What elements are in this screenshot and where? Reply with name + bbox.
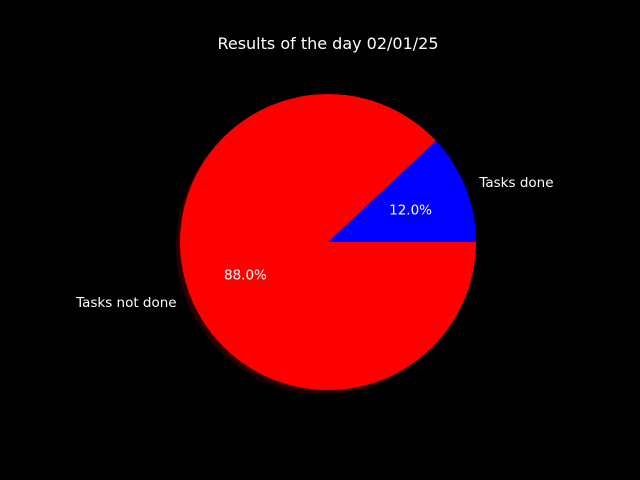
- pie-slice-tasks-done: [328, 140, 476, 242]
- slice-percent-label: 88.0%: [224, 268, 267, 284]
- pie-slices: [180, 93, 477, 390]
- slice-label: Tasks done: [478, 175, 553, 191]
- slice-label: Tasks not done: [75, 295, 177, 311]
- chart-title: Results of the day 02/01/25: [217, 34, 438, 53]
- pie-labels: Tasks done 12.0% Tasks not done 88.0%: [75, 175, 553, 311]
- slice-percent-label: 12.0%: [389, 202, 432, 218]
- pie-slice-tasks-not-done: [180, 93, 477, 390]
